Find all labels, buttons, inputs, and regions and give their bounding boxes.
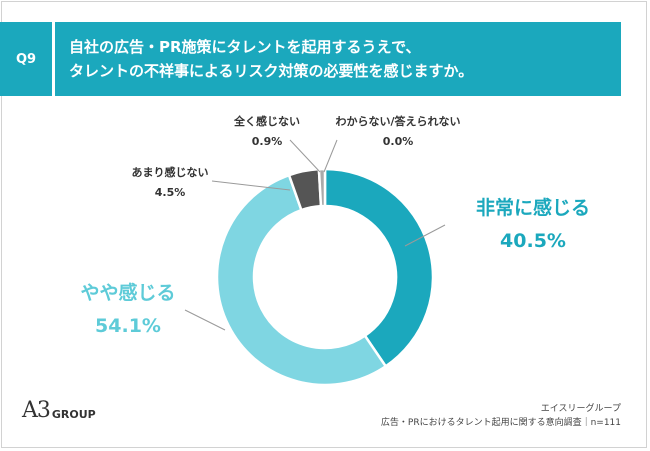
question-line-1: 自社の広告・PR施策にタレントを起用するうえで、	[69, 38, 421, 56]
label-not-much: あまり感じない 4.5%	[120, 163, 220, 203]
label-not-at-all-name: 全く感じない	[234, 115, 300, 128]
label-dont-know-name: わからない/答えられない	[335, 115, 461, 128]
slice-somewhat	[215, 173, 388, 387]
a3-group-logo: A3 GROUP	[22, 399, 96, 423]
question-number: Q9	[0, 22, 52, 96]
label-not-at-all: 全く感じない 0.9%	[222, 112, 312, 152]
slice-not-at-all	[317, 167, 327, 208]
label-dont-know: わからない/答えられない 0.0%	[318, 112, 478, 152]
label-not-much-name: あまり感じない	[131, 166, 209, 179]
leader-line-0	[404, 224, 446, 247]
leader-line-2	[211, 180, 291, 191]
leader-line-4	[323, 139, 338, 173]
label-very: 非常に感じる 40.5%	[468, 192, 598, 258]
question-text: 自社の広告・PR施策にタレントを起用するうえで、 タレントの不祥事によるリスク対…	[55, 22, 621, 96]
logo-text: GROUP	[51, 408, 96, 421]
leader-line-3	[289, 139, 321, 173]
label-somewhat-value: 54.1%	[95, 315, 161, 337]
label-not-much-value: 4.5%	[154, 186, 186, 199]
source-company: エイスリーグループ	[540, 404, 621, 414]
label-somewhat-name: やや感じる	[80, 282, 176, 304]
question-line-2: タレントの不祥事によるリスク対策の必要性を感じますか。	[69, 62, 474, 80]
source-note: エイスリーグループ 広告・PRにおけるタレント起用に関する意向調査｜n=111	[381, 402, 621, 430]
label-very-name: 非常に感じる	[475, 197, 590, 219]
source-survey: 広告・PRにおけるタレント起用に関する意向調査｜n=111	[380, 418, 621, 428]
label-not-at-all-value: 0.9%	[251, 135, 283, 148]
label-very-value: 40.5%	[500, 230, 566, 252]
leader-line-1	[184, 309, 226, 331]
slice-very	[323, 167, 435, 369]
logo-mark: A3	[22, 398, 51, 423]
label-dont-know-value: 0.0%	[382, 135, 414, 148]
label-somewhat: やや感じる 54.1%	[68, 277, 188, 343]
question-header: Q9 自社の広告・PR施策にタレントを起用するうえで、 タレントの不祥事によるリ…	[0, 22, 621, 96]
